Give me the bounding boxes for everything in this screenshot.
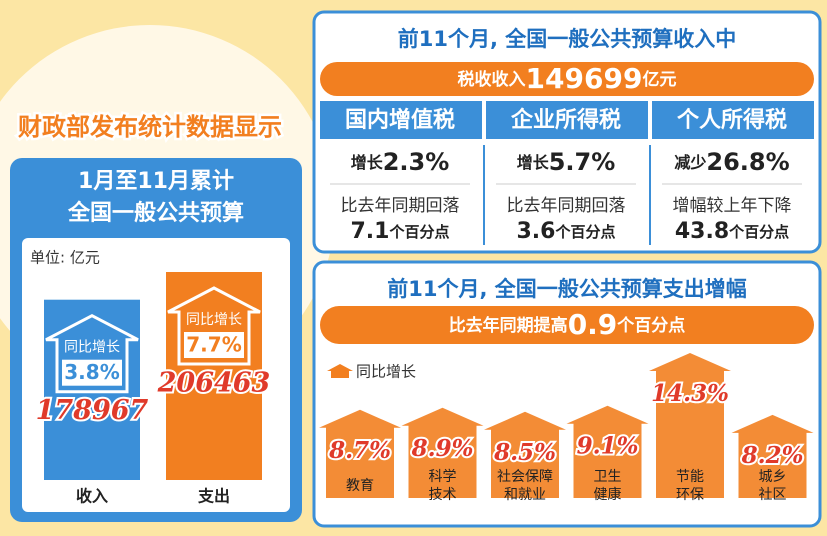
tax-points-unit: 个百分点	[554, 223, 615, 241]
arrow-bar	[649, 353, 731, 498]
category-label: 技术	[429, 487, 457, 503]
arrow-bar	[731, 414, 814, 498]
growth-value: 3.8%	[64, 360, 119, 384]
revenue-banner	[320, 62, 814, 96]
category-label: 社会保障	[497, 469, 553, 485]
category-label: 城乡	[759, 469, 787, 485]
budget-title: 1月至11月累计	[78, 169, 234, 194]
tax-header	[320, 101, 482, 139]
banner-value: 0.9	[568, 308, 618, 341]
tax-note: 增幅较上年下降	[673, 196, 792, 216]
tax-change-value: 2.3%	[383, 148, 450, 176]
growth-box	[184, 332, 244, 358]
arrow-bar	[566, 405, 649, 498]
legend-label: 同比增长	[356, 363, 416, 381]
category-label: 和就业	[504, 487, 546, 503]
tax-change-word: 增长	[517, 153, 550, 172]
arrow-bar	[484, 411, 566, 498]
value-label: 8.7%	[328, 437, 391, 464]
expenditure-banner	[320, 306, 814, 344]
category-label: 收入	[76, 487, 108, 506]
revenue-banner-text: 税收收入149699亿元	[458, 62, 677, 95]
tax-points: 43.8个百分点	[675, 219, 789, 244]
tax-points: 3.6个百分点	[517, 219, 616, 244]
value-label: 8.5%	[493, 439, 556, 466]
tax-points: 7.1个百分点	[351, 219, 450, 244]
growth-value: 7.7%	[186, 333, 241, 357]
tax-change-word: 增长	[351, 153, 384, 172]
tax-change: 增长2.3%	[351, 148, 450, 176]
category-label: 健康	[594, 486, 622, 503]
tax-points-value: 7.1	[351, 219, 390, 244]
category-label: 节能	[676, 469, 704, 485]
revenue-title: 前11个月, 全国一般公共预算收入中	[398, 27, 737, 51]
banner-prefix: 税收收入	[458, 69, 526, 90]
arrow-bar	[401, 407, 484, 498]
tax-header	[652, 101, 814, 139]
bar	[44, 299, 140, 480]
unit-label: 单位: 亿元	[30, 249, 100, 267]
expenditure-banner-text: 比去年同期提高0.9个百分点	[449, 308, 686, 341]
value-label: 8.9%	[411, 435, 474, 462]
category-label: 卫生	[594, 469, 622, 485]
tax-note: 比去年同期回落	[341, 196, 460, 216]
category-label: 环保	[676, 487, 704, 503]
tax-change-value: 26.8%	[706, 148, 789, 176]
growth-label: 同比增长	[186, 312, 242, 328]
tax-header	[486, 101, 648, 139]
tax-change: 减少26.8%	[674, 148, 789, 176]
legend-icon	[327, 364, 353, 378]
value-label: 8.2%	[741, 442, 804, 469]
tax-change-word: 减少	[674, 153, 706, 172]
tax-change: 增长5.7%	[517, 148, 616, 176]
tax-name: 国内增值税	[345, 107, 455, 133]
expenditure-title: 前11个月, 全国一般公共预算支出增幅	[387, 277, 747, 301]
tax-name: 企业所得税	[510, 107, 621, 133]
tax-name: 个人所得税	[677, 107, 787, 133]
page-title: 财政部发布统计数据显示	[18, 113, 282, 141]
category-label: 社区	[759, 487, 787, 503]
banner-value: 149699	[526, 62, 643, 95]
tax-points-unit: 个百分点	[388, 223, 449, 241]
tax-points-value: 43.8	[675, 219, 729, 244]
arrow-bar	[319, 409, 401, 498]
banner-unit: 亿元	[642, 69, 676, 90]
tax-points-unit: 个百分点	[728, 223, 789, 241]
banner-prefix: 比去年同期提高	[449, 315, 568, 336]
value-label: 14.3%	[651, 380, 729, 407]
bar	[166, 272, 262, 480]
tax-note: 比去年同期回落	[507, 196, 626, 216]
value-label: 206463	[157, 368, 271, 399]
banner-unit: 个百分点	[616, 315, 685, 336]
category-label: 教育	[346, 478, 374, 494]
category-label: 支出	[197, 487, 230, 506]
tax-change-value: 5.7%	[549, 148, 616, 176]
growth-label: 同比增长	[64, 340, 120, 356]
value-label: 178967	[36, 395, 149, 426]
tax-points-value: 3.6	[517, 219, 556, 244]
budget-title: 全国一般公共预算	[67, 200, 244, 226]
growth-box	[62, 359, 122, 386]
category-label: 科学	[429, 469, 457, 485]
growth-arrow	[45, 314, 139, 394]
value-label: 9.1%	[577, 433, 639, 460]
growth-arrow	[167, 286, 261, 366]
